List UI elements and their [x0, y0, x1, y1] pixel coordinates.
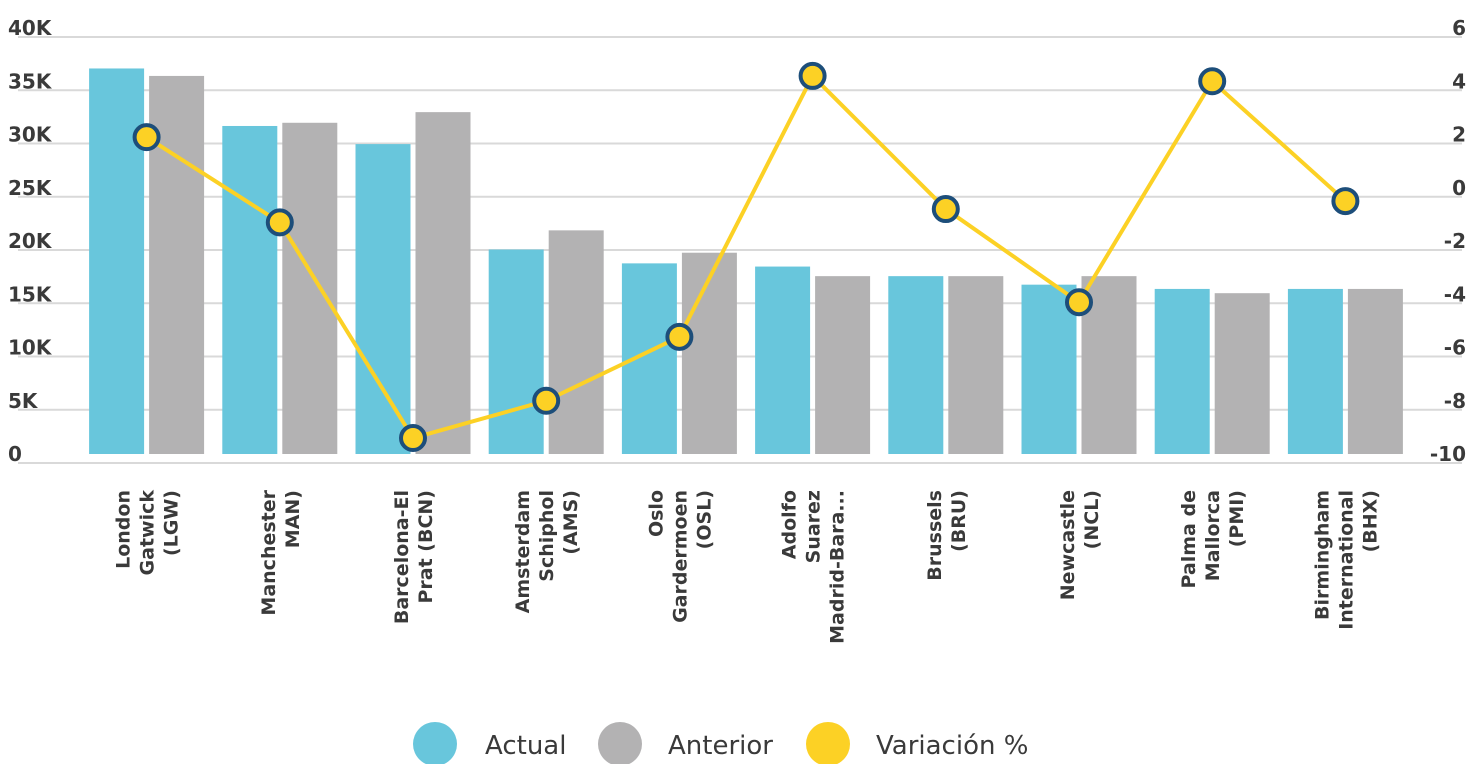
left-axis-tick-label: 25K	[8, 176, 53, 200]
legend: Actual Anterior Variación %	[413, 722, 1028, 764]
line-variacion	[145, 73, 1347, 441]
left-axis-tick-label: 20K	[8, 229, 53, 253]
right-axis-tick-label: 0	[1452, 176, 1466, 200]
bar-anterior	[681, 252, 737, 454]
bar-anterior	[282, 122, 338, 454]
bar-anterior	[948, 276, 1004, 454]
left-axis-tick-label: 35K	[8, 69, 53, 93]
bar-actual	[222, 125, 278, 454]
legend-swatch	[598, 722, 642, 764]
line-point	[1331, 187, 1360, 216]
right-axis-tick-label: -8	[1444, 389, 1466, 413]
line-series	[132, 61, 1360, 453]
line-point	[399, 424, 427, 453]
category-label: Barcelona-El Prat (BCN)	[391, 490, 437, 624]
category-label: London Gatwick (LGW)	[113, 490, 183, 576]
legend-label: Variación %	[876, 731, 1028, 761]
right-axis-tick-label: -4	[1444, 282, 1466, 306]
line-point	[132, 123, 161, 152]
left-axis-tick-label: 40K	[8, 16, 53, 40]
right-axis-tick-label: -10	[1430, 442, 1466, 466]
legend-label: Anterior	[668, 731, 773, 761]
category-label: Palma de Mallorca (PMI)	[1178, 490, 1248, 588]
bar-anterior	[548, 230, 604, 454]
left-axis-tick-label: 30K	[8, 123, 53, 147]
legend-swatch	[806, 722, 850, 764]
right-axis-tick-label: 2	[1452, 123, 1466, 147]
left-axis-tick-label: 0	[8, 442, 22, 466]
left-axis-tick-label: 10K	[8, 336, 53, 360]
line-point	[1065, 288, 1093, 317]
bar-anterior	[1347, 288, 1403, 454]
category-label: Newcastle (NCL)	[1057, 490, 1103, 600]
category-label: Manchester MAN)	[258, 489, 304, 615]
bar-actual	[1021, 284, 1077, 454]
right-axis-tick-label: 4	[1452, 69, 1466, 93]
bar-actual	[1287, 288, 1343, 454]
right-axis-ticks: -10 -8 -6 -4 -2 0 2 4 6	[1430, 16, 1466, 466]
category-label: Amsterdam Schiphol (AMS)	[512, 490, 582, 613]
line-point	[265, 208, 294, 237]
category-label: Oslo Gardermoen (OSL)	[645, 490, 715, 623]
bar-actual	[888, 276, 944, 454]
line-point	[1198, 67, 1227, 96]
line-point	[532, 386, 561, 415]
bar-actual	[355, 144, 411, 454]
bar-actual	[755, 266, 811, 454]
line-point	[665, 322, 694, 351]
right-axis-tick-label: -2	[1444, 229, 1466, 253]
bar-anterior	[1214, 293, 1270, 454]
bar-actual	[488, 249, 544, 454]
category-label: Adolfo Suarez Madrid-Bara...	[779, 490, 849, 644]
left-axis-tick-label: 15K	[8, 282, 53, 306]
bar-actual	[89, 68, 145, 454]
right-axis-tick-label: -6	[1444, 336, 1466, 360]
bar-anterior	[815, 276, 871, 454]
line-point	[798, 61, 827, 90]
category-label: Brussels (BRU)	[924, 490, 970, 581]
left-axis-tick-label: 5K	[8, 389, 39, 413]
bar-actual	[1154, 288, 1210, 454]
category-label: Birmingham International (BHX)	[1311, 490, 1381, 630]
legend-label: Actual	[485, 731, 566, 761]
legend-swatch	[413, 722, 457, 764]
line-point	[931, 195, 960, 224]
right-axis-tick-label: 6	[1452, 16, 1466, 40]
bar-anterior	[415, 112, 471, 454]
bar-series	[89, 68, 1403, 455]
left-axis-ticks: 0 5K 10K 15K 20K 25K 30K 35K 40K	[8, 16, 53, 466]
category-labels: London Gatwick (LGW) Manchester MAN) Barcelon…	[113, 489, 1382, 643]
